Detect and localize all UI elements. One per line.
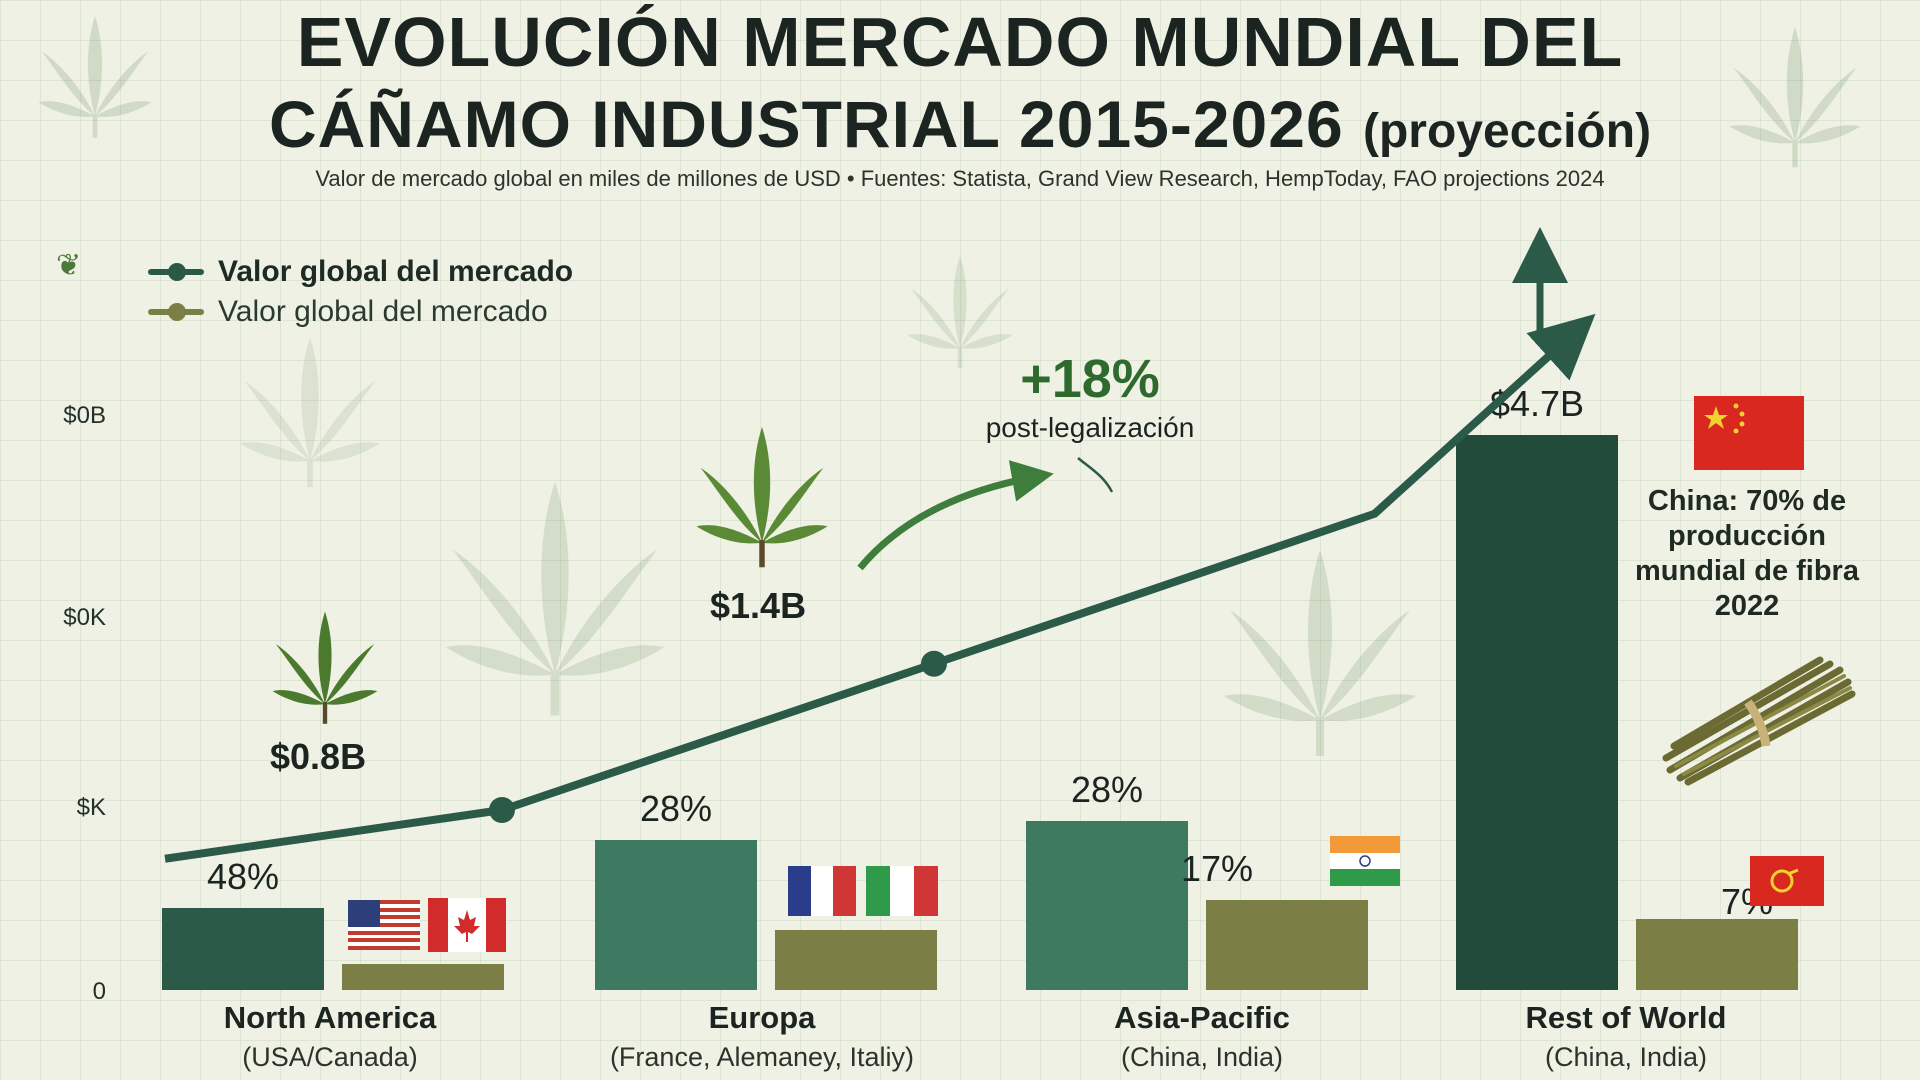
hemp-leaf-icon	[1210, 540, 1430, 760]
x-category-rest-of-world: Rest of World (China, India)	[1446, 1000, 1806, 1073]
legend-item-secondary: Valor global del mercado	[148, 292, 573, 332]
x-tick-label: North America	[223, 1000, 437, 1035]
small-arrow-icon	[1077, 457, 1114, 493]
legend: Valor global del mercado Valor global de…	[148, 252, 573, 332]
x-tick-label: Europa	[708, 1000, 816, 1035]
x-tick-sublabel: (USA/Canada)	[242, 1042, 418, 1072]
bar-secondary	[775, 930, 937, 990]
line-series	[164, 313, 1596, 863]
bar-primary	[1026, 821, 1188, 990]
growth-arrow-icon	[857, 460, 1054, 571]
hemp-leaf-icon	[230, 330, 390, 490]
china-annotation: China: 70% de producción mundial de fibr…	[1635, 485, 1859, 622]
chart-title-line2: CÁÑAMO INDUSTRIAL 2015-2026 (proyección)	[0, 86, 1920, 162]
line-point	[920, 650, 947, 677]
chart-subtitle: Valor de mercado global en miles de mill…	[315, 166, 1605, 191]
sprout-icon: ❦	[56, 249, 82, 282]
y-tick-label: $K	[76, 794, 106, 821]
x-tick-sublabel: (China, India)	[1120, 1042, 1284, 1072]
line-point	[488, 797, 515, 823]
legend-swatch-line	[148, 263, 204, 281]
bar-value-label: 28%	[639, 788, 713, 829]
flag-usa-icon	[348, 900, 420, 950]
x-tick-label: Rest of World	[1525, 1000, 1727, 1035]
flag-india-icon	[1330, 836, 1400, 886]
flag-china-icon	[1694, 396, 1804, 470]
hemp-leaf-icon	[30, 10, 160, 140]
x-category-asia-pacific: Asia-Pacific (China, India)	[1022, 1000, 1382, 1073]
flag-china-icon	[1750, 856, 1824, 906]
bar-primary	[1456, 435, 1618, 990]
x-tick-sublabel: (France, Alemaney, Italiy)	[609, 1042, 915, 1072]
flag-italy-icon	[866, 866, 938, 916]
legend-item-line: Valor global del mercado	[148, 252, 573, 292]
bar-secondary	[1206, 900, 1368, 990]
x-category-europa: Europa (France, Alemaney, Italiy)	[582, 1000, 942, 1073]
bar-value-label: 17%	[1180, 848, 1254, 889]
y-tick-label: $0B	[63, 402, 106, 429]
bar-secondary	[1636, 918, 1798, 990]
chart-title-suffix: (proyección)	[1363, 105, 1652, 158]
flag-canada-icon	[428, 898, 506, 952]
flag-france-icon	[788, 866, 856, 916]
hemp-leaf-icon	[430, 470, 680, 720]
growth-percentage: +18%	[1020, 349, 1160, 409]
hemp-leaf-icon	[692, 420, 832, 570]
hemp-leaf-icon	[900, 250, 1020, 370]
growth-annotation: +18% post-legalización	[960, 348, 1220, 444]
hemp-leaf-icon	[270, 606, 380, 726]
line-point-label: $1.4B	[710, 585, 807, 626]
chart-title-line1: EVOLUCIÓN MERCADO MUNDIAL DEL	[296, 3, 1624, 81]
y-tick-label: 0	[92, 978, 106, 1005]
hemp-fiber-bundle-icon	[1660, 650, 1860, 790]
x-tick-label: Asia-Pacific	[1114, 1000, 1290, 1035]
growth-note: post-legalización	[985, 412, 1195, 443]
bar-value-label: 48%	[206, 855, 280, 897]
y-tick-label: $0K	[63, 604, 106, 631]
legend-label: Valor global del mercado	[218, 255, 574, 288]
x-tick-sublabel: (China, India)	[1544, 1042, 1708, 1072]
bar-primary	[162, 907, 324, 990]
hemp-leaf-icon	[1720, 20, 1870, 170]
line-point-label: $0.8B	[270, 736, 367, 777]
legend-swatch-secondary	[148, 303, 204, 321]
bar-secondary	[342, 963, 504, 990]
x-category-north-america: North America (USA/Canada)	[150, 1000, 510, 1073]
chart-title-main: CÁÑAMO INDUSTRIAL 2015-2026	[268, 87, 1344, 161]
bar-primary	[595, 840, 757, 990]
bar-value-label: 28%	[1070, 769, 1144, 811]
legend-label: Valor global del mercado	[218, 295, 548, 328]
